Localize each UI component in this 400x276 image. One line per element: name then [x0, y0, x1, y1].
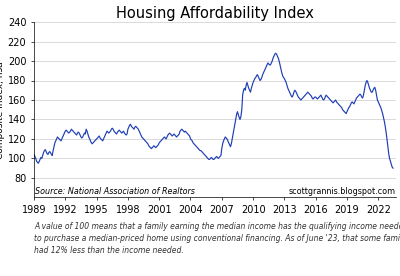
Y-axis label: Composite Index, nsa: Composite Index, nsa — [0, 61, 5, 158]
Text: A value of 100 means that a family earning the median income has the qualifying : A value of 100 means that a family earni… — [34, 222, 400, 255]
Text: scottgrannis.blogspot.com: scottgrannis.blogspot.com — [288, 187, 395, 196]
Text: Source: National Association of Realtors: Source: National Association of Realtors — [35, 187, 194, 196]
Title: Housing Affordability Index: Housing Affordability Index — [116, 6, 314, 21]
